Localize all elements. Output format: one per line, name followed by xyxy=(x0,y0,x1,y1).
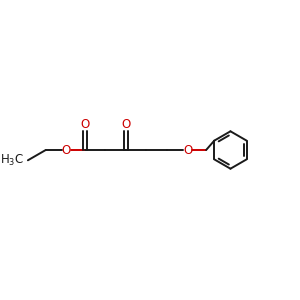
Text: O: O xyxy=(62,143,71,157)
Text: H$_3$C: H$_3$C xyxy=(0,153,24,168)
Text: O: O xyxy=(183,143,192,157)
Text: O: O xyxy=(80,118,89,131)
Text: O: O xyxy=(121,118,130,131)
